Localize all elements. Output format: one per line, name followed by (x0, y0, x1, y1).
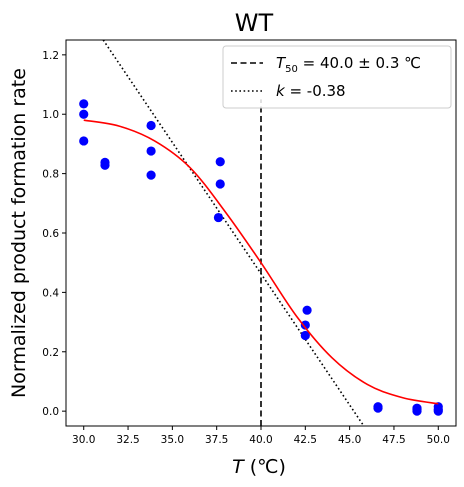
data-point (300, 320, 310, 330)
y-axis-title: Normalized product formation rate (8, 68, 30, 398)
data-point (100, 160, 110, 170)
y-tick-label: 0.0 (42, 406, 59, 418)
data-point (146, 120, 156, 131)
x-tick-label: 45.0 (338, 434, 361, 446)
y-tick-label: 0.6 (42, 228, 59, 240)
plot-content (79, 40, 443, 426)
data-point (146, 170, 156, 180)
data-point (79, 136, 89, 146)
data-point (213, 212, 224, 223)
x-tick-label: 40.0 (249, 434, 272, 446)
x-tick-label: 47.5 (382, 434, 405, 446)
y-tick-label: 1.2 (42, 50, 59, 62)
x-axis-title-variable: T (232, 456, 245, 478)
x-tick-label: 30.0 (72, 434, 95, 446)
data-point (79, 109, 89, 119)
data-point (79, 99, 89, 109)
legend-t50-value: = 40.0 ± 0.3 ℃ (298, 54, 421, 72)
y-tick-label: 1.0 (42, 109, 59, 121)
legend-slope-label: k = -0.38 (276, 82, 346, 100)
x-axis-title: T (℃) (232, 456, 286, 478)
data-point (433, 406, 443, 416)
y-axis: 0.0 0.2 0.4 0.6 0.8 1.0 1.2 (42, 50, 66, 418)
legend-frame (222, 45, 452, 109)
data-point (215, 157, 225, 167)
x-tick-label: 37.5 (205, 434, 228, 446)
data-point (146, 146, 156, 156)
plot-area (79, 40, 443, 426)
x-tick-label: 42.5 (294, 434, 317, 446)
chart-title: WT (235, 9, 274, 37)
legend-t50-variable: T (276, 54, 287, 72)
legend-slope-variable: k (276, 82, 286, 100)
data-point (300, 330, 310, 341)
legend-t50-subscript: 50 (285, 64, 298, 75)
data-point (412, 406, 422, 416)
y-tick-label: 0.8 (42, 169, 59, 181)
y-tick-label: 0.4 (42, 287, 59, 299)
x-axis: 30.0 32.5 35.0 37.5 40.0 42.5 45.0 47.5 50.0 (72, 426, 450, 446)
legend-t50-label: T50 = 40.0 ± 0.3 ℃ (276, 54, 421, 75)
x-tick-label: 50.0 (427, 434, 450, 446)
fit-curve (83, 119, 439, 405)
y-tick-label: 0.2 (42, 347, 59, 359)
x-tick-label: 35.0 (161, 434, 184, 446)
data-point (215, 179, 225, 189)
data-point (373, 403, 383, 413)
x-axis-title-unit: (℃) (244, 456, 286, 478)
legend: T50 = 40.0 ± 0.3 ℃ k = -0.38 (222, 45, 452, 109)
legend-slope-value: = -0.38 (285, 82, 346, 100)
x-tick-label: 32.5 (116, 434, 139, 446)
data-point (302, 305, 312, 315)
